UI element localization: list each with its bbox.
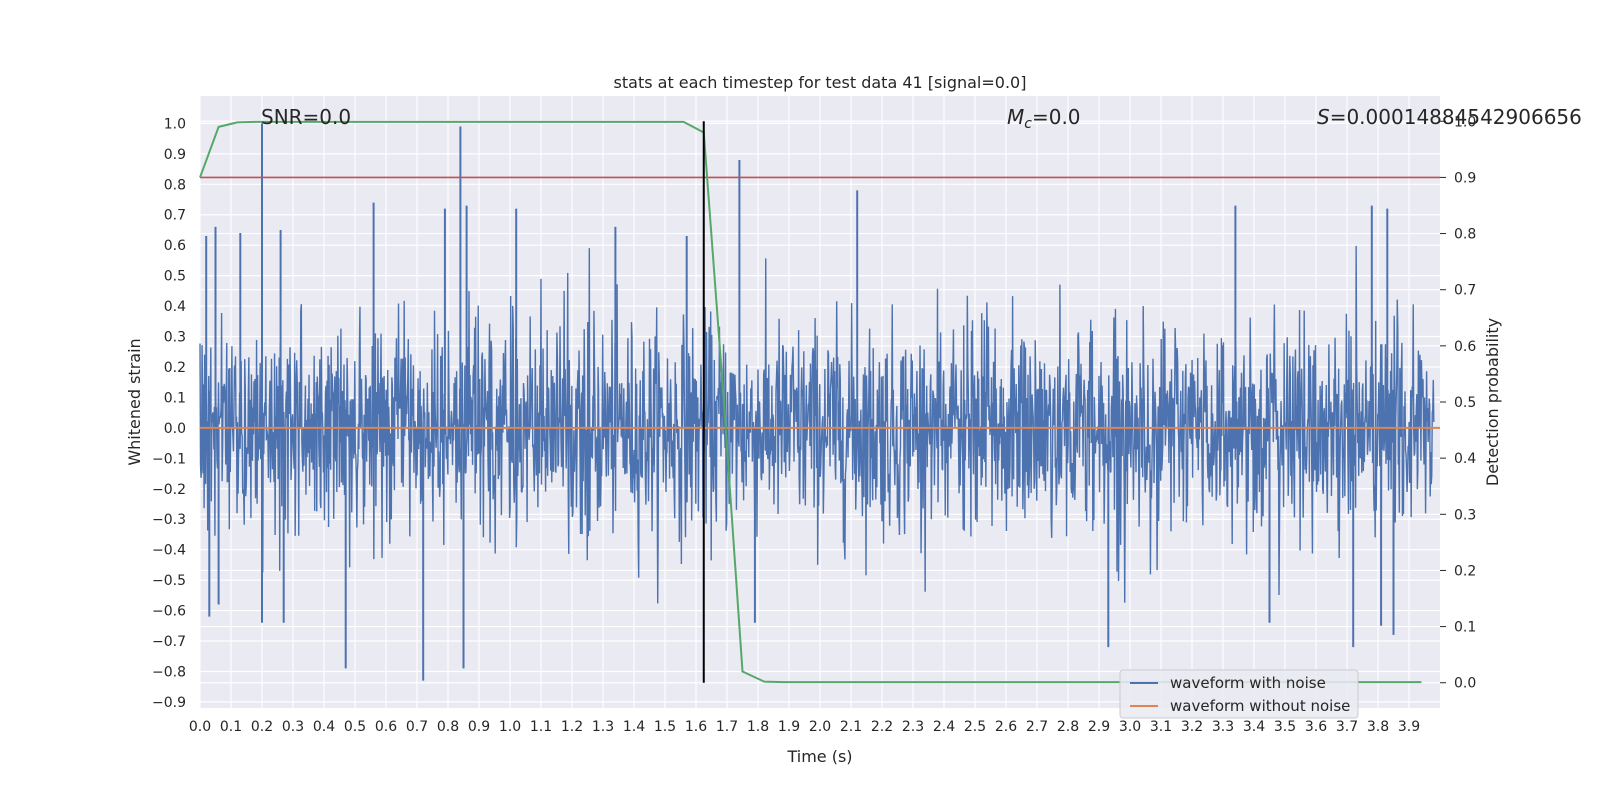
y-tick-label: 0.4 — [164, 299, 186, 315]
legend: waveform with noise waveform without noi… — [1119, 669, 1359, 719]
x-tick-label: 2.5 — [964, 719, 986, 735]
x-tick-label: 3.0 — [1119, 719, 1141, 735]
x-tick-label: 3.8 — [1367, 719, 1389, 735]
x-tick-label: 3.5 — [1274, 719, 1296, 735]
x-tick-label: 2.4 — [933, 719, 955, 735]
y-right-tick-label: 0.1 — [1454, 620, 1476, 636]
series-lines — [199, 120, 1440, 684]
legend-box — [1119, 669, 1359, 719]
y-tick-label: −0.9 — [152, 695, 186, 711]
y-tick-label: −0.2 — [152, 482, 186, 498]
x-tick-label: 0.4 — [313, 719, 335, 735]
axes: 0.0 0.1 0.2 0.3 0.4 0.5 0.6 0.7 0.8 0.9 1.0 1.1 1.2 1… — [152, 114, 1476, 735]
legend-label-clean: waveform without noise — [1170, 697, 1350, 715]
y-tick-label: −0.7 — [152, 634, 186, 650]
y-axis-label: Whitened strain — [125, 338, 144, 465]
x-axis-label: Time (s) — [786, 747, 852, 766]
x-tick-label: 1.2 — [561, 719, 583, 735]
x-tick-label: 1.8 — [747, 719, 769, 735]
legend-label-noise: waveform with noise — [1170, 674, 1326, 692]
y-tick-label: 0.5 — [164, 269, 186, 285]
chart-title: stats at each timestep for test data 41 … — [614, 73, 1027, 92]
x-tick-label: 3.1 — [1150, 719, 1172, 735]
x-tick-label: 3.3 — [1212, 719, 1234, 735]
x-tick-label: 3.9 — [1398, 719, 1420, 735]
y-right-tick-label: 1.0 — [1454, 114, 1476, 130]
x-tick-label: 0.2 — [251, 719, 273, 735]
y-right-tick-label: 0.3 — [1454, 507, 1476, 523]
mc-annotation: Mc=0.0 — [1007, 105, 1081, 132]
x-tick-label: 0.5 — [344, 719, 366, 735]
x-tick-label: 1.1 — [530, 719, 552, 735]
mc-value: =0.0 — [1032, 105, 1081, 129]
snr-annotation: SNR=0.0 — [261, 105, 351, 129]
x-tick-label: 2.0 — [809, 719, 831, 735]
noise-waveform-line — [199, 245, 1435, 604]
x-tick-label: 0.1 — [220, 719, 242, 735]
s-value: =0.00014884542906656 — [1330, 105, 1582, 129]
y-tick-label: −0.3 — [152, 512, 186, 528]
x-tick-label: 2.3 — [902, 719, 924, 735]
y-tick-label: −0.4 — [152, 543, 186, 559]
y-right-tick-label: 0.7 — [1454, 283, 1476, 299]
y-tick-label: 0.1 — [164, 390, 186, 406]
x-tick-label: 0.6 — [375, 719, 397, 735]
y-tick-label: 0.3 — [164, 330, 186, 346]
y-right-tick-label: 0.0 — [1454, 676, 1476, 692]
y-tick-label: 1.0 — [164, 116, 186, 132]
x-tick-label: 0.7 — [406, 719, 428, 735]
x-tick-label: 3.4 — [1243, 719, 1265, 735]
x-tick-label: 1.7 — [716, 719, 738, 735]
x-tick-label: 0.3 — [282, 719, 304, 735]
x-tick-label: 3.7 — [1336, 719, 1358, 735]
s-annotation: S=0.00014884542906656 — [1317, 105, 1582, 129]
x-tick-label: 2.9 — [1088, 719, 1110, 735]
y-right-tick-label: 0.5 — [1454, 395, 1476, 411]
x-tick-label: 3.2 — [1181, 719, 1203, 735]
x-tick-label: 0.8 — [437, 719, 459, 735]
detection-probability-line — [199, 120, 1422, 684]
x-tick-label: 1.4 — [623, 719, 645, 735]
y-tick-label: 0.8 — [164, 177, 186, 193]
y-right-tick-label: 0.8 — [1454, 227, 1476, 243]
x-tick-label: 2.2 — [871, 719, 893, 735]
s-symbol: S — [1317, 105, 1330, 129]
y-right-tick-label: 0.9 — [1454, 170, 1476, 186]
x-tick-label: 3.6 — [1305, 719, 1327, 735]
y-right-tick-label: 0.2 — [1454, 563, 1476, 579]
x-tick-label: 0.9 — [468, 719, 490, 735]
y-right-axis-label: Detection probability — [1483, 318, 1502, 486]
x-tick-label: 2.7 — [1026, 719, 1048, 735]
y-tick-label: 0.7 — [164, 208, 186, 224]
x-tick-label: 1.9 — [778, 719, 800, 735]
mc-symbol: M — [1007, 105, 1024, 129]
y-tick-label: −0.1 — [152, 451, 186, 467]
y-tick-label: 0.6 — [164, 238, 186, 254]
y-tick-label: −0.6 — [152, 604, 186, 620]
mc-subscript: c — [1024, 116, 1032, 132]
y-tick-label: 0.2 — [164, 360, 186, 376]
y-tick-label: −0.5 — [152, 573, 186, 589]
y-tick-label: −0.8 — [152, 664, 186, 680]
x-tick-label: 2.8 — [1057, 719, 1079, 735]
series-waveform-with-noise — [199, 123, 1435, 681]
x-tick-label: 1.5 — [654, 719, 676, 735]
x-tick-label: 0.0 — [189, 719, 211, 735]
y-right-tick-label: 0.6 — [1454, 339, 1476, 355]
x-tick-label: 2.1 — [840, 719, 862, 735]
x-tick-label: 1.3 — [592, 719, 614, 735]
y-tick-label: 0.9 — [164, 147, 186, 163]
x-tick-label: 2.6 — [995, 719, 1017, 735]
x-tick-label: 1.0 — [499, 719, 521, 735]
y-right-tick-label: 0.4 — [1454, 451, 1476, 467]
x-tick-label: 1.6 — [685, 719, 707, 735]
y-tick-label: 0.0 — [164, 421, 186, 437]
